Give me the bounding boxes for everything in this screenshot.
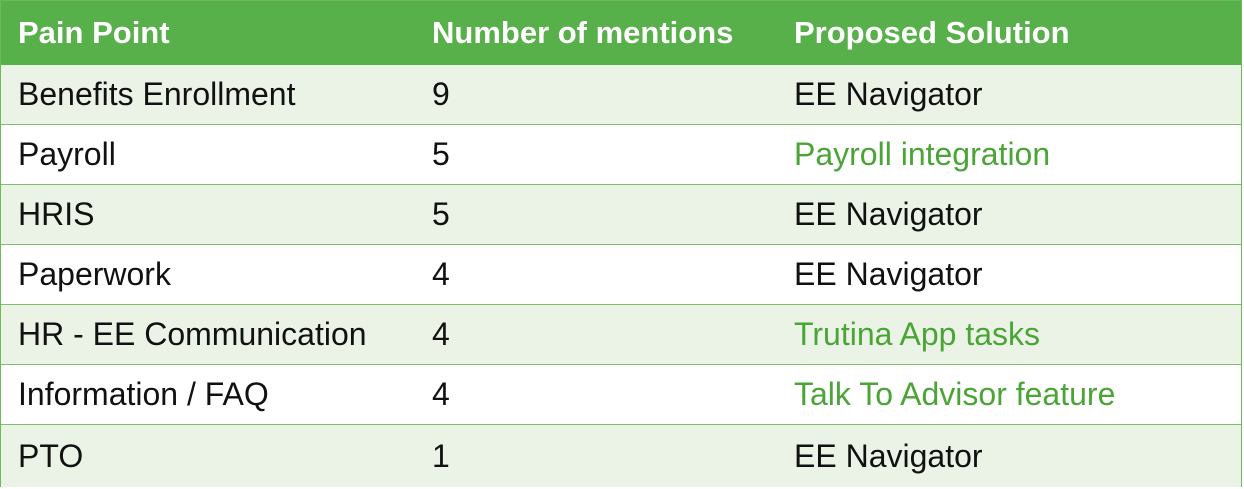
solution-cell: Trutina App tasks [794, 316, 1041, 352]
table-row: HR - EE Communication 4 Trutina App task… [1, 305, 1241, 365]
mentions-cell: 4 [432, 316, 450, 352]
solution-cell: EE Navigator [794, 256, 983, 292]
column-header-pain-point: Pain Point [18, 14, 170, 50]
table-row: PTO 1 EE Navigator [1, 425, 1241, 487]
solution-cell: Payroll integration [794, 136, 1051, 172]
mentions-cell: 4 [432, 256, 450, 292]
mentions-cell: 5 [432, 136, 450, 172]
pain-point-cell: HR - EE Communication [18, 316, 367, 352]
mentions-cell: 4 [432, 376, 450, 412]
solution-cell: Talk To Advisor feature [794, 376, 1116, 412]
mentions-cell: 9 [432, 76, 450, 112]
solution-cell: EE Navigator [794, 437, 983, 474]
column-header-mentions: Number of mentions [432, 14, 734, 50]
mentions-cell: 1 [432, 437, 450, 474]
pain-point-cell: Benefits Enrollment [18, 76, 296, 112]
solution-cell: EE Navigator [794, 76, 983, 112]
pain-point-cell: Payroll [18, 136, 116, 172]
pain-point-cell: Information / FAQ [18, 376, 269, 412]
table-row: Benefits Enrollment 9 EE Navigator [1, 65, 1241, 125]
table-header-row: Pain Point Number of mentions Proposed S… [1, 1, 1241, 65]
solution-cell: EE Navigator [794, 196, 983, 232]
mentions-cell: 5 [432, 196, 450, 232]
table-row: Payroll 5 Payroll integration [1, 125, 1241, 185]
table-row: HRIS 5 EE Navigator [1, 185, 1241, 245]
pain-point-cell: Paperwork [18, 256, 171, 292]
pain-point-cell: PTO [18, 437, 84, 474]
pain-point-cell: HRIS [18, 196, 95, 232]
column-header-solution: Proposed Solution [794, 14, 1070, 50]
table-row: Information / FAQ 4 Talk To Advisor feat… [1, 365, 1241, 425]
table-row: Paperwork 4 EE Navigator [1, 245, 1241, 305]
